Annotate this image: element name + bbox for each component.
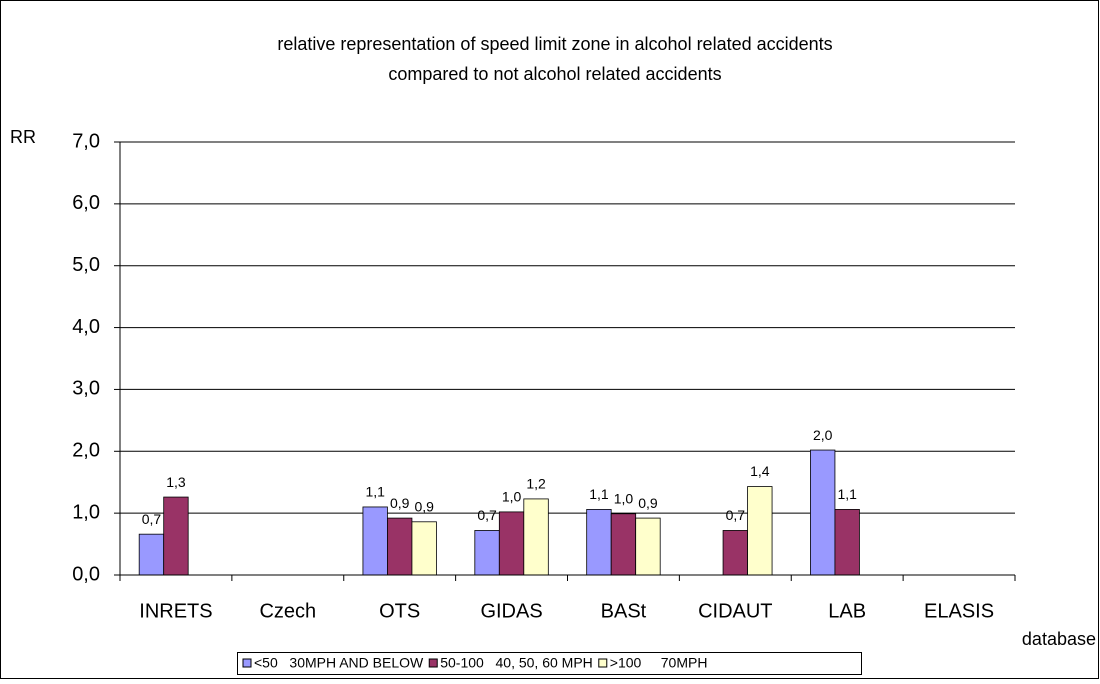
bar (523, 498, 549, 576)
legend-swatch (242, 658, 252, 668)
bar (362, 506, 388, 576)
bar (498, 511, 525, 576)
legend-swatch (428, 658, 438, 668)
bar (163, 496, 189, 576)
x-tick-label: GIDAS (480, 600, 542, 622)
bar (610, 513, 637, 576)
x-tick-label: OTS (379, 600, 420, 622)
legend-label: 50-100 40, 50, 60 MPH (440, 655, 593, 671)
data-label: 0,9 (414, 499, 434, 515)
data-label: 1,3 (166, 474, 186, 490)
legend-swatch (598, 658, 608, 668)
chart-title: compared to not alcohol related accident… (388, 64, 721, 84)
bar (722, 530, 748, 576)
legend-label: >100 70MPH (610, 655, 708, 671)
data-label: 1,4 (750, 463, 770, 479)
x-tick-label: INRETS (139, 600, 212, 622)
data-label: 1,0 (614, 490, 634, 506)
x-tick-label: ELASIS (924, 600, 994, 622)
data-label: 0,7 (477, 507, 497, 523)
data-label: 1,1 (589, 486, 609, 502)
x-tick-label: LAB (828, 600, 866, 622)
x-tick-label: CIDAUT (698, 600, 772, 622)
y-tick-label: 1,0 (72, 501, 100, 523)
data-label: 1,1 (837, 486, 857, 502)
legend-label: <50 30MPH AND BELOW (254, 655, 424, 671)
y-tick-label: 7,0 (72, 130, 100, 152)
y-tick-label: 5,0 (72, 254, 100, 276)
bar (586, 509, 612, 576)
bar (635, 517, 661, 576)
bar (834, 509, 860, 576)
y-tick-label: 2,0 (72, 440, 100, 462)
data-label: 1,2 (526, 476, 546, 492)
data-label: 1,0 (502, 489, 522, 505)
x-axis-label: database (1022, 629, 1096, 649)
bar (411, 521, 437, 576)
y-tick-label: 4,0 (72, 316, 100, 338)
bar (474, 530, 500, 576)
data-label: 0,9 (390, 495, 410, 511)
y-tick-label: 6,0 (72, 192, 100, 214)
y-tick-label: 3,0 (72, 378, 100, 400)
bar (138, 533, 165, 576)
y-axis-label: RR (10, 127, 36, 147)
data-label: 0,9 (638, 495, 658, 511)
x-tick-label: BASt (601, 600, 647, 622)
data-label: 0,7 (142, 511, 162, 527)
bar (747, 486, 773, 576)
chart-title: relative representation of speed limit z… (277, 34, 832, 54)
bar (387, 517, 413, 576)
legend-box (237, 652, 862, 675)
data-label: 2,0 (813, 427, 833, 443)
data-label: 1,1 (365, 484, 385, 500)
bar (810, 449, 836, 576)
x-tick-label: Czech (259, 600, 316, 622)
data-label: 0,7 (726, 507, 746, 523)
y-tick-label: 0,0 (72, 563, 100, 585)
